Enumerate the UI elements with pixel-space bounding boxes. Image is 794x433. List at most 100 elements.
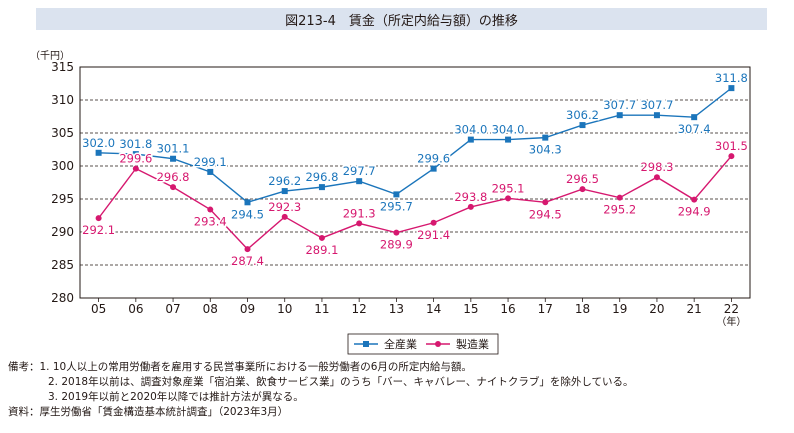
- legend-marker: [363, 341, 369, 347]
- data-point: [430, 165, 437, 172]
- data-point: [95, 215, 102, 222]
- data-point: [653, 112, 660, 119]
- chart-title: 図213-4 賃金（所定内給与額）の推移: [285, 13, 518, 29]
- data-label: 296.8: [157, 170, 190, 184]
- data-point: [207, 206, 214, 213]
- note-2: 2. 2018年以前は、調査対象産業「宿泊業、飲食サービス業」のうち「バー、キャ…: [48, 376, 634, 388]
- data-label: 304.0: [454, 123, 487, 137]
- x-tick-label: 16: [500, 302, 515, 316]
- data-label: 301.5: [715, 139, 748, 153]
- x-tick-label: 06: [128, 302, 143, 316]
- data-label: 299.6: [417, 152, 450, 166]
- data-label: 295.2: [603, 203, 636, 217]
- data-label: 295.7: [380, 199, 413, 213]
- data-label: 296.5: [566, 172, 599, 186]
- data-point: [616, 194, 623, 201]
- y-tick-label: 310: [51, 93, 74, 107]
- data-point: [132, 165, 139, 172]
- data-point: [356, 178, 363, 185]
- x-tick-label: 12: [352, 302, 367, 316]
- data-label: 297.7: [343, 164, 376, 178]
- data-label: 289.1: [305, 243, 338, 257]
- x-tick-label: 19: [612, 302, 627, 316]
- data-label: 301.1: [157, 142, 190, 156]
- y-tick-label: 280: [51, 291, 74, 305]
- source-note: 資料：厚生労働省「賃金構造基本統計調査」（2023年3月）: [8, 406, 289, 418]
- data-label: 307.7: [603, 98, 636, 112]
- x-tick-label: 08: [203, 302, 218, 316]
- data-point: [281, 188, 288, 195]
- data-label: 295.1: [492, 181, 525, 195]
- data-point: [393, 191, 400, 198]
- x-tick-label: 09: [240, 302, 255, 316]
- legend-marker: [435, 341, 441, 347]
- x-unit-label: （年）: [716, 315, 746, 328]
- x-tick-label: 05: [91, 302, 106, 316]
- data-point: [430, 219, 437, 226]
- data-label: 293.4: [194, 215, 227, 229]
- data-point: [170, 155, 177, 162]
- data-point: [505, 195, 512, 202]
- x-tick-label: 18: [575, 302, 590, 316]
- plot-frame: [79, 66, 751, 299]
- data-point: [653, 174, 660, 181]
- y-tick-label: 285: [51, 258, 74, 272]
- data-label: 302.0: [82, 136, 115, 150]
- data-point: [579, 186, 586, 193]
- data-label: 293.8: [454, 190, 487, 204]
- data-label: 299.6: [119, 152, 152, 166]
- data-label: 304.3: [529, 143, 562, 157]
- data-point: [579, 122, 586, 129]
- y-tick-label: 300: [51, 159, 74, 173]
- data-label: 292.1: [82, 223, 115, 237]
- data-point: [244, 246, 251, 253]
- y-unit-label: （千円）: [30, 50, 70, 62]
- data-point: [281, 213, 288, 220]
- x-tick-label: 14: [426, 302, 441, 316]
- x-tick-label: 22: [724, 302, 739, 316]
- data-label: 306.2: [566, 108, 599, 122]
- data-label: 304.0: [492, 123, 525, 137]
- data-point: [542, 134, 549, 141]
- data-label: 296.2: [268, 174, 301, 188]
- x-tick-label: 11: [314, 302, 329, 316]
- data-point: [244, 199, 251, 206]
- data-point: [356, 220, 363, 227]
- data-label: 294.5: [529, 207, 562, 221]
- note-1: 備考：1. 10人以上の常用労働者を雇用する民営事業所における一般労働者の6月の…: [8, 361, 472, 373]
- data-label: 294.9: [678, 205, 711, 219]
- data-point: [95, 149, 102, 156]
- x-tick-label: 13: [389, 302, 404, 316]
- data-point: [691, 196, 698, 203]
- y-tick-label: 315: [51, 60, 74, 74]
- data-point: [207, 168, 214, 175]
- data-label: 287.4: [231, 254, 264, 268]
- data-point: [132, 151, 139, 158]
- data-point: [728, 85, 735, 92]
- x-tick-label: 10: [277, 302, 292, 316]
- data-label: 296.8: [305, 170, 338, 184]
- data-point: [542, 199, 549, 206]
- data-point: [616, 112, 623, 119]
- data-point: [691, 114, 698, 121]
- note-3: 3. 2019年以前と2020年以降では推計方法が異なる。: [48, 391, 304, 403]
- line-chart: 315 310 305 300 295 290 285 280 （千円） 05 06 07 08 09 10…: [30, 50, 751, 355]
- data-label: 294.5: [231, 207, 264, 221]
- y-tick-label: 295: [51, 192, 74, 206]
- x-tick-label: 20: [649, 302, 664, 316]
- series-line: [98, 87, 732, 204]
- data-label: 291.3: [343, 206, 376, 220]
- data-label: 299.1: [194, 155, 227, 169]
- data-point: [393, 229, 400, 236]
- data-label: 301.8: [119, 137, 152, 151]
- data-label: 298.3: [640, 160, 673, 174]
- x-tick-label: 17: [538, 302, 553, 316]
- legend-box: [347, 333, 499, 355]
- x-tick-label: 21: [687, 302, 702, 316]
- data-point: [728, 153, 735, 160]
- x-tick-label: 07: [165, 302, 180, 316]
- data-point: [467, 203, 474, 210]
- series-line: [98, 155, 732, 251]
- data-point: [505, 136, 512, 143]
- data-point: [170, 184, 177, 191]
